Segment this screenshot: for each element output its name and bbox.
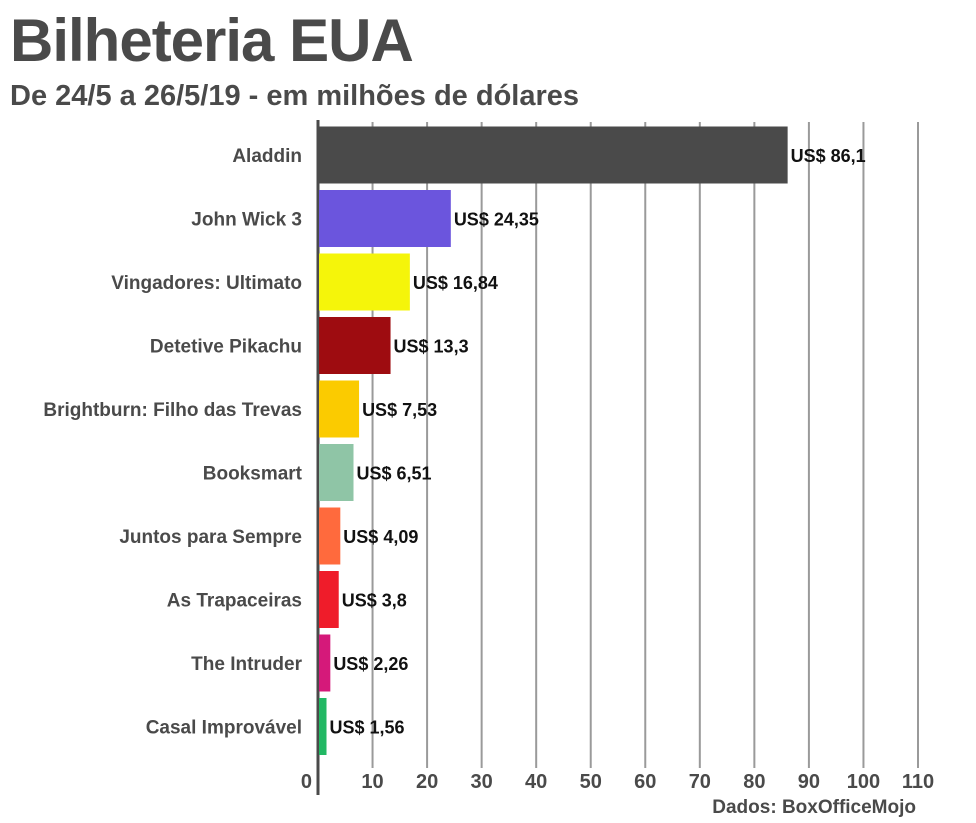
x-tick-label: 40: [525, 771, 547, 793]
x-tick-label: 20: [416, 771, 438, 793]
x-tick-label: 50: [580, 771, 602, 793]
source-credit: Dados: BoxOfficeMojo: [712, 797, 916, 818]
bar: [319, 444, 354, 501]
value-label: US$ 7,53: [362, 400, 437, 420]
bar: [319, 380, 360, 438]
x-tick-label: 80: [743, 771, 765, 793]
value-label: US$ 86,1: [791, 146, 866, 166]
x-tick-label: 0: [301, 771, 312, 793]
bar: [319, 571, 339, 628]
x-tick-label: 70: [689, 771, 711, 793]
value-label: US$ 13,3: [394, 337, 469, 357]
category-label: Detetive Pikachu: [150, 337, 302, 358]
category-label: Casal Improvável: [146, 718, 302, 739]
category-label: Aladdin: [232, 146, 302, 167]
bars: [319, 126, 788, 755]
category-label: Juntos para Sempre: [119, 527, 302, 548]
x-tick-label: 110: [902, 771, 934, 793]
labels: 0 10 20 30 40 50 60 70 80 90 100 110 Aladdin US$ 86,1…: [43, 146, 934, 793]
bar: [319, 634, 331, 692]
bar: [319, 698, 327, 755]
bar: [319, 253, 410, 311]
value-label: US$ 1,56: [330, 718, 405, 738]
bar: [319, 190, 451, 247]
category-label: John Wick 3: [191, 210, 302, 231]
chart-title: Bilheteria EUA: [10, 7, 414, 74]
x-tick-label: 10: [361, 771, 383, 793]
value-label: US$ 4,09: [343, 527, 418, 547]
bar: [319, 126, 788, 184]
x-tick-label: 100: [847, 771, 880, 793]
grid-lines: [316, 120, 919, 795]
chart-subtitle: De 24/5 a 26/5/19 - em milhões de dólare…: [10, 80, 580, 112]
value-label: US$ 16,84: [413, 273, 498, 293]
category-label: Brightburn: Filho das Trevas: [43, 400, 302, 421]
category-label: As Trapaceiras: [167, 591, 302, 612]
x-tick-label: 60: [634, 771, 656, 793]
category-label: The Intruder: [191, 654, 302, 675]
value-label: US$ 24,35: [454, 210, 539, 230]
value-label: US$ 6,51: [357, 464, 432, 484]
bar: [319, 317, 391, 374]
x-tick-label: 30: [471, 771, 493, 793]
value-label: US$ 2,26: [333, 654, 408, 674]
category-label: Booksmart: [203, 464, 303, 485]
value-label: US$ 3,8: [342, 591, 407, 611]
bar: [319, 507, 341, 565]
category-label: Vingadores: Ultimato: [111, 273, 302, 294]
x-tick-label: 90: [798, 771, 820, 793]
